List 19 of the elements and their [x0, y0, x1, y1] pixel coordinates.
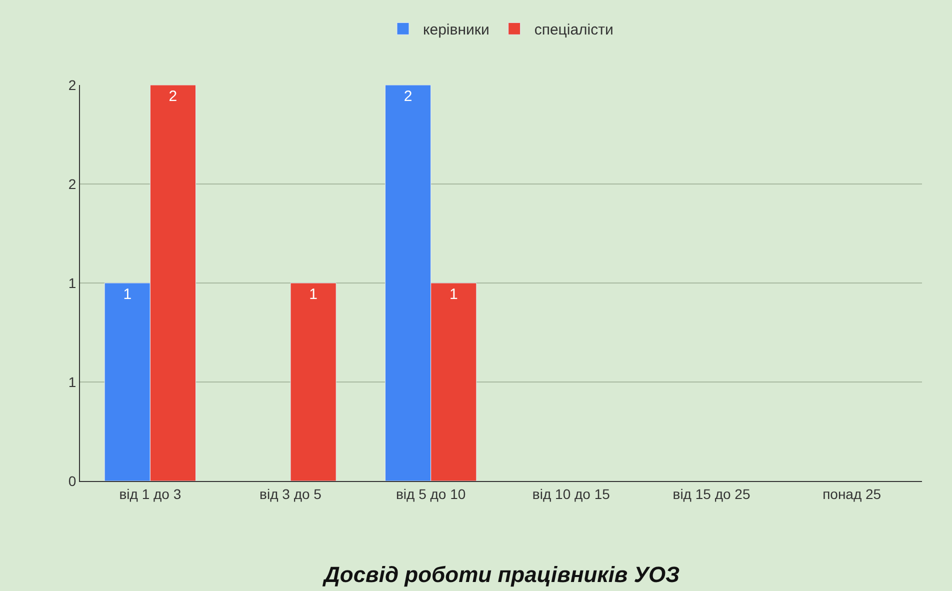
legend-label: спеціалісти — [534, 22, 614, 38]
text: Досвід роботи працівників УОЗ — [322, 562, 680, 587]
data-label: 1 — [449, 286, 458, 303]
x-tick-label: понад 25 — [822, 486, 882, 502]
x-tick-label: від 15 до 25 — [672, 486, 750, 502]
x-tick-label: від 3 до 5 — [260, 486, 322, 502]
y-tick-label: 2 — [68, 76, 76, 93]
y-tick-label: 1 — [68, 374, 76, 390]
data-label: 1 — [309, 286, 318, 303]
data-label: 2 — [168, 88, 178, 105]
legend-label: керівники — [423, 22, 490, 38]
x-tick-label: від 5 до 10 — [396, 486, 466, 502]
y-tick-label: 2 — [68, 176, 76, 192]
x-tick-label: від 10 до 15 — [532, 486, 610, 502]
y-tick-label: 0 — [68, 472, 76, 489]
y-tick-label: 1 — [68, 274, 76, 291]
data-label: 2 — [404, 88, 412, 105]
x-tick-label: від 1 до 3 — [119, 486, 182, 502]
data-label: 1 — [123, 286, 132, 303]
